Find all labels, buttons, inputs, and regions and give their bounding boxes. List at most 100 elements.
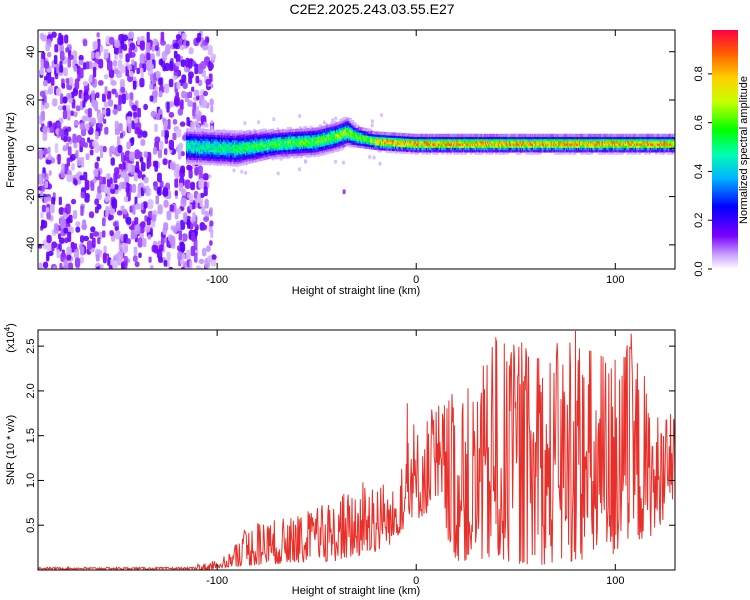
heatmap-cell — [126, 238, 131, 245]
heatmap-cell — [104, 86, 108, 96]
heatmap-cell — [209, 207, 213, 217]
heatmap-cell — [304, 159, 308, 164]
heatmap-cell — [123, 195, 128, 203]
heatmap-cell — [137, 36, 141, 46]
heatmap-cell — [193, 89, 200, 97]
heatmap-cell — [41, 110, 45, 121]
heatmap-cell — [68, 214, 73, 224]
heatmap-cell — [190, 181, 196, 191]
heatmap-cell — [154, 163, 158, 172]
heatmap-cell — [133, 111, 138, 118]
heatmap-cell — [92, 237, 96, 248]
heatmap-cell — [177, 152, 182, 160]
heatmap-cell — [187, 100, 194, 107]
heatmap-cell — [115, 230, 121, 240]
heatmap-cell — [166, 258, 170, 268]
heatmap-cell — [38, 262, 43, 269]
heatmap-cell — [40, 66, 44, 76]
heatmap-cell — [204, 198, 209, 209]
heatmap-cell — [89, 149, 94, 156]
heatmap-cell — [169, 235, 176, 246]
heatmap-cell — [129, 92, 134, 101]
heatmap-cell — [168, 139, 174, 150]
heatmap-cell — [158, 58, 164, 66]
heatmap-cell — [196, 37, 201, 43]
heatmap-cell — [95, 51, 100, 60]
heatmap-cell — [191, 232, 196, 242]
heatmap-cell — [138, 252, 142, 258]
heatmap-cell — [122, 242, 128, 254]
heatmap-cell — [203, 216, 209, 222]
heatmap-cell — [134, 149, 141, 160]
heatmap-cell — [160, 40, 166, 46]
heatmap-cell — [96, 266, 100, 269]
heatmap-cell — [185, 57, 190, 68]
heatmap-cell — [43, 61, 50, 69]
heatmap-cell — [92, 140, 98, 148]
heatmap-cell — [114, 184, 119, 190]
heatmap-cell — [80, 205, 84, 216]
heatmap-cell — [96, 192, 102, 201]
heatmap-cell — [153, 184, 158, 191]
heatmap-cell — [82, 80, 89, 87]
heatmap-cell — [157, 186, 162, 196]
heatmap-cell — [88, 211, 95, 219]
heatmap-cell — [173, 42, 179, 49]
heatmap-cell — [122, 34, 129, 42]
heatmap-cell — [70, 110, 74, 116]
heatmap-cell — [205, 78, 211, 85]
heatmap-cell — [198, 178, 204, 190]
heatmap-cell — [89, 75, 93, 83]
heatmap-cell — [146, 52, 151, 61]
heatmap-cell — [172, 119, 178, 125]
heatmap-cell — [80, 140, 86, 148]
heatmap-cell — [203, 186, 208, 197]
heatmap-cell — [191, 86, 195, 92]
heatmap-cell — [197, 165, 203, 175]
heatmap-cell — [151, 214, 157, 222]
heatmap-cell — [179, 219, 186, 231]
heatmap-cell — [168, 111, 175, 118]
heatmap-cell — [210, 53, 217, 61]
heatmap-cell — [49, 126, 54, 133]
heatmap-cell — [84, 179, 90, 191]
heatmap-cell — [151, 244, 157, 253]
heatmap-cell — [46, 212, 51, 220]
heatmap-cell — [137, 107, 141, 118]
heatmap-cell — [175, 34, 181, 40]
heatmap-cell — [144, 224, 151, 233]
heatmap-cell — [45, 159, 52, 165]
heatmap-cell — [190, 121, 195, 130]
heatmap-cell — [60, 218, 67, 230]
heatmap-cell — [58, 128, 65, 137]
heatmap-cell — [131, 104, 138, 111]
heatmap-cell — [187, 218, 191, 229]
heatmap-cell — [180, 99, 184, 111]
heatmap-cell — [117, 250, 124, 261]
heatmap-cell — [159, 180, 164, 188]
heatmap-cell — [173, 97, 180, 107]
heatmap-cell — [85, 123, 90, 130]
heatmap-cell — [133, 61, 137, 71]
heatmap-cell — [276, 171, 280, 176]
heatmap-cell — [65, 78, 70, 84]
heatmap-cell — [186, 117, 190, 127]
heatmap-cell — [180, 59, 186, 68]
heatmap-cell — [152, 90, 158, 99]
heatmap-cell — [180, 151, 185, 157]
heatmap-cell — [143, 103, 148, 111]
heatmap-cell — [167, 119, 171, 130]
heatmap-cell — [62, 145, 68, 152]
heatmap-cell — [162, 187, 169, 197]
heatmap-cell — [232, 168, 236, 173]
heatmap-cell — [188, 47, 194, 55]
heatmap-cell — [73, 111, 78, 118]
heatmap-cell — [207, 255, 212, 263]
heatmap-cell — [132, 204, 136, 215]
heatmap-cell — [298, 167, 301, 172]
heatmap-cell — [140, 71, 144, 79]
heatmap-cell — [56, 87, 62, 97]
heatmap-cell — [54, 143, 59, 154]
heatmap-cell — [46, 243, 52, 252]
heatmap-cell — [129, 99, 133, 107]
